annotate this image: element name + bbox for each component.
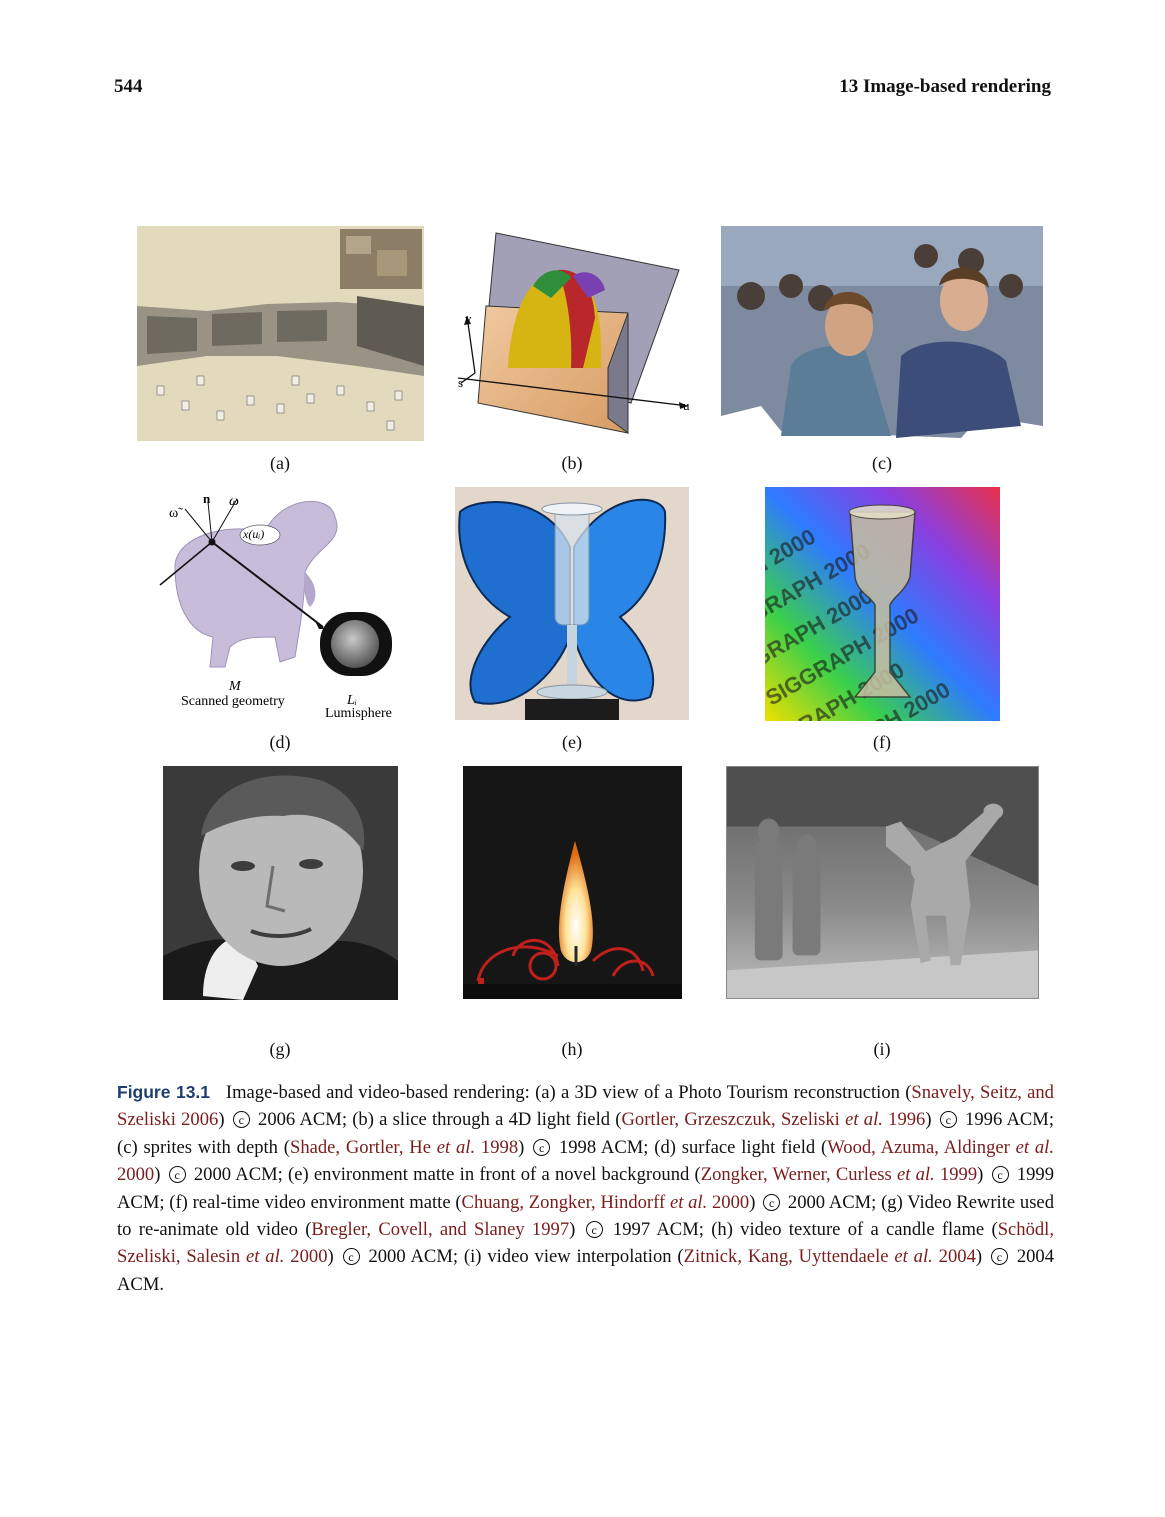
point-label: x(uᵢ) xyxy=(242,527,264,541)
citation-link[interactable]: Wood, Azuma, Aldinger xyxy=(827,1136,1016,1158)
label-g: (g) xyxy=(269,1039,291,1059)
image-a-photo-tourism xyxy=(137,226,424,441)
figure-label: Figure 13.1 xyxy=(117,1082,211,1102)
caption-run: ) xyxy=(975,1246,988,1268)
citation-link[interactable]: 2000 xyxy=(284,1246,328,1268)
scanned-geometry-label: Scanned geometry xyxy=(181,694,285,709)
copyright-icon: c xyxy=(585,1221,603,1239)
citation-link[interactable]: et al. xyxy=(1015,1136,1054,1158)
citation-link[interactable]: Snavely, Seitz, and Szeliski 2006 xyxy=(117,1082,1054,1131)
caption-run: 1998 ACM; (d) surface light field ( xyxy=(553,1136,828,1158)
caption-run: 2000 ACM; (e) environment matte in front… xyxy=(188,1164,701,1186)
caption-run: 1996 ACM; (c) sprites with depth ( xyxy=(117,1109,1054,1158)
copyright-icon: c xyxy=(990,1248,1008,1266)
image-h-candle-flame xyxy=(463,766,682,999)
image-c-sprites-with-depth xyxy=(721,226,1043,438)
label-f: (f) xyxy=(873,732,891,752)
caption-run: 2000 ACM; (i) video view interpolation ( xyxy=(362,1246,684,1268)
axis-s-label: s xyxy=(458,375,463,390)
page-number: 544 xyxy=(114,76,143,97)
copyright-icon: c xyxy=(533,1138,551,1156)
citation-link[interactable]: Schödl, Szeliski, Salesin xyxy=(117,1219,1054,1268)
caption-run: ) xyxy=(154,1164,166,1186)
caption-run: 1999 ACM; (f) real-time video environmen… xyxy=(117,1164,1055,1213)
figure-caption: Figure 13.1 Image-based and video-based … xyxy=(117,1079,1054,1298)
axis-v-label: v xyxy=(465,311,472,326)
omega-tilde-label: ω̃ xyxy=(169,506,183,521)
caption-run: 2006 ACM; (b) a slice through a 4D light… xyxy=(252,1109,622,1131)
citation-link[interactable]: Gortler, Grzeszczuk, Szeliski xyxy=(621,1109,846,1131)
image-i-view-interpolation xyxy=(726,766,1039,999)
copyright-icon: c xyxy=(763,1193,781,1211)
l-label: Lᵢ xyxy=(346,693,357,708)
caption-run: ) xyxy=(569,1219,583,1241)
label-b: (b) xyxy=(561,453,583,473)
image-e-environment-matte xyxy=(455,487,689,720)
caption-run: 2004 ACM. xyxy=(117,1246,1055,1295)
caption-run: ) xyxy=(327,1246,340,1268)
image-g-video-rewrite xyxy=(163,766,398,1000)
citation-link[interactable]: Shade, Gortler, He xyxy=(289,1136,437,1158)
citation-link[interactable]: 2000 xyxy=(707,1191,750,1213)
image-f-video-matte: SIGGRAPH 2000 SIGGRAPH 2000 SIGGRAPH 200… xyxy=(765,487,1000,721)
normal-label: n xyxy=(203,491,211,506)
citation-link[interactable]: Zongker, Werner, Curless xyxy=(700,1164,897,1186)
label-h: (h) xyxy=(561,1039,583,1059)
caption-text: Image-based and video-based rendering: (… xyxy=(117,1082,1054,1295)
citation-link[interactable]: Zitnick, Kang, Uyttendaele xyxy=(683,1246,895,1268)
citation-link[interactable]: Bregler, Covell, and Slaney 1997 xyxy=(311,1219,570,1241)
copyright-icon: c xyxy=(342,1248,360,1266)
citation-link[interactable]: 1999 xyxy=(934,1164,978,1186)
label-i: (i) xyxy=(873,1039,891,1059)
diagram-d-surface-light-field: ω̃ n ω x(uᵢ) M Scanned geometry Lᵢ Lumis… xyxy=(155,487,400,722)
citation-link[interactable]: 2004 xyxy=(932,1246,976,1268)
copyright-icon: c xyxy=(232,1111,250,1129)
caption-run: ) xyxy=(218,1109,230,1131)
omega-label: ω xyxy=(229,494,239,509)
axis-u-label: u xyxy=(683,398,690,413)
caption-run: 2000 ACM; (g) Video Rewrite used to re-a… xyxy=(117,1191,1054,1241)
caption-run: ) xyxy=(749,1191,761,1213)
citation-link[interactable]: 1998 xyxy=(475,1136,519,1158)
lumisphere-label: Lumisphere xyxy=(325,706,392,721)
caption-run: ) xyxy=(518,1136,531,1158)
caption-run: ) xyxy=(925,1109,937,1131)
caption-run: ) xyxy=(977,1164,989,1186)
citation-link[interactable]: 1996 xyxy=(882,1109,926,1131)
chapter-title: 13 Image-based rendering xyxy=(839,76,1051,97)
label-e: (e) xyxy=(562,732,582,752)
citation-link[interactable]: 2000 xyxy=(117,1164,155,1186)
caption-run: Image-based and video-based rendering: (… xyxy=(225,1082,912,1103)
citation-link[interactable]: et al. xyxy=(436,1136,476,1158)
copyright-icon: c xyxy=(991,1166,1009,1184)
copyright-icon: c xyxy=(168,1166,186,1184)
citation-link[interactable]: et al. xyxy=(246,1246,285,1268)
label-a: (a) xyxy=(270,453,290,473)
citation-link[interactable]: et al. xyxy=(669,1191,708,1213)
citation-link[interactable]: et al. xyxy=(845,1109,883,1131)
copyright-icon: c xyxy=(939,1111,957,1129)
label-d: (d) xyxy=(269,732,291,752)
citation-link[interactable]: Chuang, Zongker, Hindorff xyxy=(461,1191,670,1213)
m-label: M xyxy=(228,679,242,694)
citation-link[interactable]: et al. xyxy=(896,1164,935,1186)
caption-run: 1997 ACM; (h) video texture of a candle … xyxy=(605,1219,998,1241)
citation-link[interactable]: et al. xyxy=(894,1246,933,1268)
diagram-b-light-field: v s u xyxy=(453,228,698,440)
label-c: (c) xyxy=(872,453,892,473)
